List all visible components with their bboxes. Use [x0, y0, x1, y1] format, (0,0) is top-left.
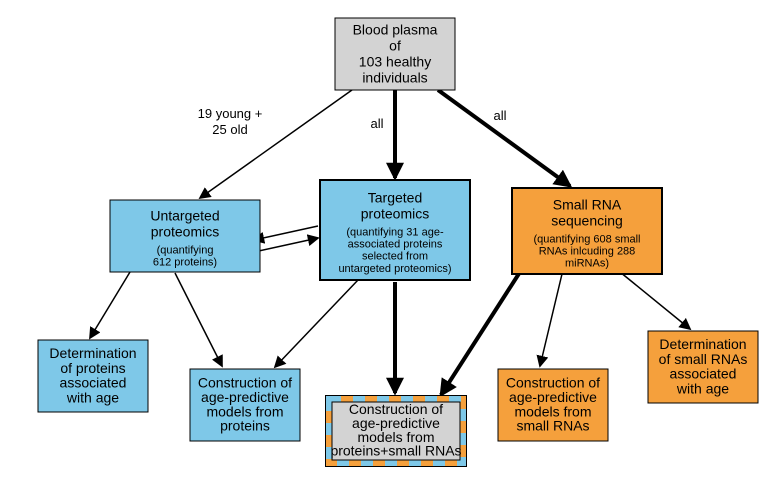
node-src-label: 103 healthy — [359, 54, 431, 70]
node-targ-sublabel: associated proteins — [348, 239, 443, 251]
flow-arrow — [620, 272, 690, 329]
node-detProt-label: Determination — [49, 345, 136, 361]
node-modComb-label: proteins+small RNAs — [330, 443, 461, 459]
node-src-label: individuals — [362, 70, 427, 86]
node-untarg-sublabel: 612 proteins) — [153, 257, 217, 269]
node-targ-sublabel: selected from — [362, 251, 428, 263]
node-srna-sublabel: miRNAs) — [565, 258, 609, 270]
flow-arrow — [254, 226, 318, 240]
node-srna-label: sequencing — [551, 212, 623, 228]
node-untarg-label: Untargeted — [150, 207, 219, 223]
flow-arrow — [438, 90, 570, 186]
node-modProt-label: proteins — [220, 418, 270, 434]
node-detRNA-label: associated — [670, 366, 737, 382]
node-srna-sublabel: (quantifying 608 small — [533, 234, 640, 246]
node-detRNA-label: of small RNAs — [659, 351, 748, 367]
flow-arrow — [540, 274, 562, 366]
node-detProt-label: of proteins — [60, 360, 125, 376]
node-detRNA-label: with age — [676, 381, 729, 397]
node-targ-sublabel: (quantifying 31 age- — [346, 227, 444, 239]
edge-label: 25 old — [212, 122, 247, 137]
node-srna-label: Small RNA — [553, 196, 622, 212]
node-modRNA-label: small RNAs — [516, 418, 589, 434]
node-srna-sublabel: RNAs inlcuding 288 — [539, 246, 636, 258]
node-src-label: Blood plasma — [353, 21, 438, 37]
node-detProt-label: with age — [66, 390, 119, 406]
edge-label: all — [493, 108, 506, 123]
node-detRNA-label: Determination — [659, 336, 746, 352]
node-untarg-label: proteomics — [151, 224, 219, 240]
node-untarg-sublabel: (quantifying — [157, 245, 214, 257]
node-detProt-label: associated — [60, 375, 127, 391]
node-targ-sublabel: untargeted proteomics) — [338, 263, 451, 275]
node-targ-label: Targeted — [368, 189, 422, 205]
edge-label: 19 young + — [198, 106, 263, 121]
node-targ-label: proteomics — [361, 205, 429, 221]
flow-arrow — [175, 273, 222, 366]
node-src-label: of — [389, 38, 401, 54]
flow-arrow — [254, 238, 318, 252]
edge-label: all — [370, 116, 383, 131]
flow-arrow — [90, 272, 130, 338]
flow-arrow — [275, 280, 358, 367]
